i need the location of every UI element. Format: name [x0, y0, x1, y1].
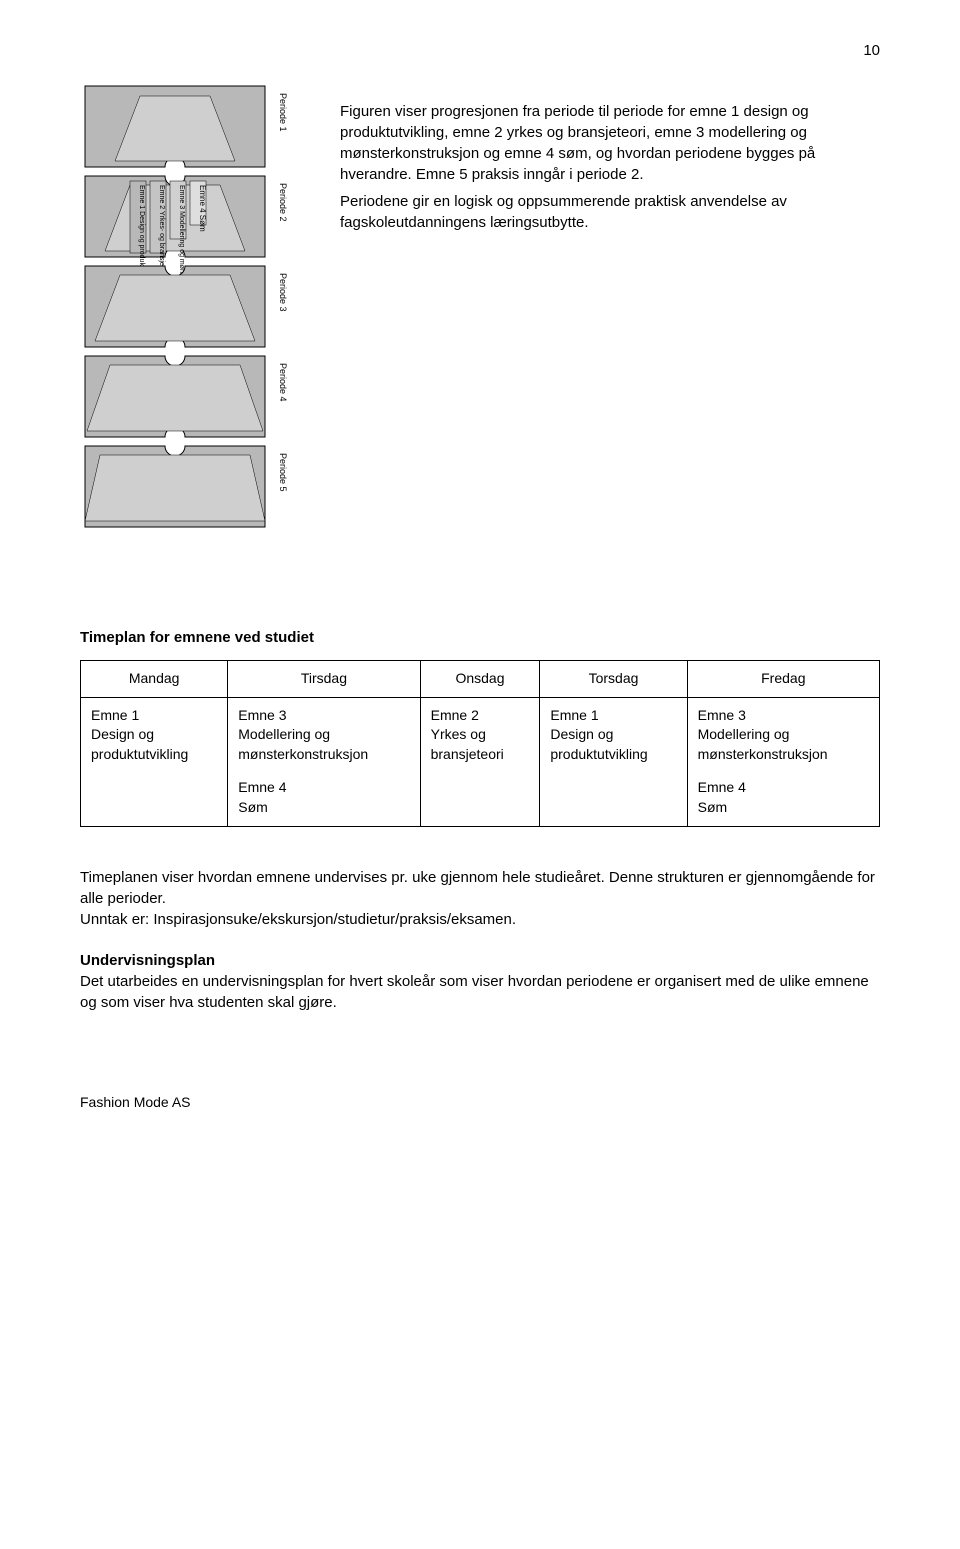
cell-title: Emne 2: [431, 706, 530, 726]
timeplan-heading: Timeplan for emnene ved studiet: [80, 627, 880, 648]
th-onsdag: Onsdag: [420, 661, 540, 698]
progression-diagram: Periode 1 Periode 2 Emne 4 Søm Emne 3 Mo…: [80, 81, 310, 561]
period-2-block: [85, 176, 265, 257]
period-2-label: Periode 2: [278, 183, 288, 222]
after-table-line-2: Unntak er: Inspirasjonsuke/ekskursjon/st…: [80, 911, 516, 928]
th-torsdag: Torsdag: [540, 661, 687, 698]
undervisningsplan-block: Undervisningsplan Det utarbeides en unde…: [80, 950, 880, 1013]
schedule-table: Mandag Tirsdag Onsdag Torsdag Fredag Emn…: [80, 660, 880, 827]
table-header-row: Mandag Tirsdag Onsdag Torsdag Fredag: [81, 661, 880, 698]
top-section: Periode 1 Periode 2 Emne 4 Søm Emne 3 Mo…: [80, 81, 880, 567]
th-mandag: Mandag: [81, 661, 228, 698]
cell-sub: Søm: [238, 798, 409, 818]
cell-sub: Modellering og mønsterkonstruksjon: [698, 725, 869, 764]
cell-thu: Emne 1 Design og produktutvikling: [540, 697, 687, 826]
period-5-label: Periode 5: [278, 453, 288, 492]
intro-paragraph-2: Periodene gir en logisk og oppsummerende…: [340, 191, 880, 233]
cell-sub: Yrkes og bransjeteori: [431, 725, 530, 764]
table-row: Emne 1 Design og produktutvikling Emne 3…: [81, 697, 880, 826]
cell-title: Emne 4: [698, 778, 869, 798]
cell-fri: Emne 3 Modellering og mønsterkonstruksjo…: [687, 697, 879, 826]
cell-title: Emne 1: [91, 706, 217, 726]
cell-mon: Emne 1 Design og produktutvikling: [81, 697, 228, 826]
cell-title: Emne 1: [550, 706, 676, 726]
cell-sub: Design og produktutvikling: [91, 725, 217, 764]
cell-title: Emne 4: [238, 778, 409, 798]
cell-wed: Emne 2 Yrkes og bransjeteori: [420, 697, 540, 826]
undervisningsplan-body: Det utarbeides en undervisningsplan for …: [80, 973, 869, 1011]
after-table-paragraph: Timeplanen viser hvordan emnene undervis…: [80, 867, 880, 930]
period-4-label: Periode 4: [278, 363, 288, 402]
period-1-block: [85, 86, 265, 167]
period-3-block: [85, 266, 265, 347]
period-3-label: Periode 3: [278, 273, 288, 312]
intro-paragraph-1: Figuren viser progresjonen fra periode t…: [340, 101, 880, 185]
cell-tue: Emne 3 Modellering og mønsterkonstruksjo…: [228, 697, 420, 826]
cell-title: Emne 3: [698, 706, 869, 726]
intro-text-column: Figuren viser progresjonen fra periode t…: [340, 81, 880, 567]
period-4-block: [85, 356, 265, 437]
th-tirsdag: Tirsdag: [228, 661, 420, 698]
footer: Fashion Mode AS: [80, 1093, 880, 1113]
cell-sub: Modellering og mønsterkonstruksjon: [238, 725, 409, 764]
cell-title: Emne 3: [238, 706, 409, 726]
period-5-block: [85, 446, 265, 527]
diagram-column: Periode 1 Periode 2 Emne 4 Søm Emne 3 Mo…: [80, 81, 310, 567]
cell-sub: Søm: [698, 798, 869, 818]
cell-sub: Design og produktutvikling: [550, 725, 676, 764]
th-fredag: Fredag: [687, 661, 879, 698]
emne-4-label: Emne 4 Søm: [198, 185, 207, 232]
after-table-line-1: Timeplanen viser hvordan emnene undervis…: [80, 869, 875, 907]
page-number: 10: [80, 40, 880, 61]
period-1-label: Periode 1: [278, 93, 288, 132]
undervisningsplan-heading: Undervisningsplan: [80, 952, 215, 969]
